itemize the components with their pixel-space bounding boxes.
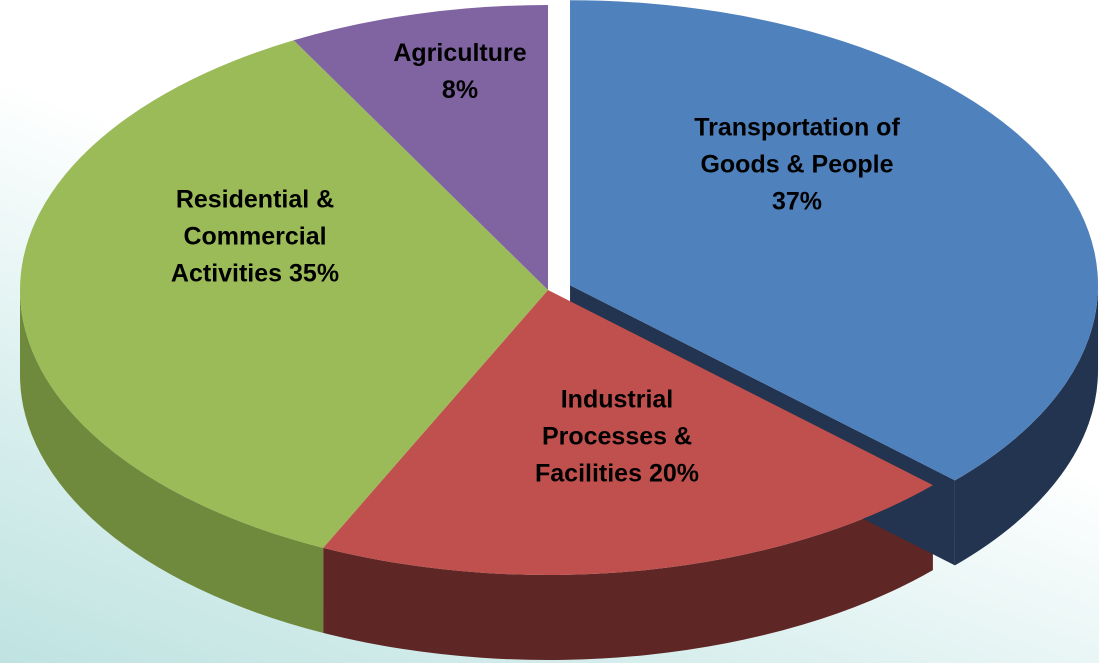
category-label: Agriculture [393, 39, 527, 67]
pie-slice [323, 290, 933, 575]
pie-slice [570, 0, 1099, 481]
value-label: 37% [771, 187, 823, 216]
slice-label: Agriculture 8% [360, 35, 560, 109]
value-label: 20% [648, 459, 699, 488]
value-label: 8% [441, 76, 479, 104]
pie-side [323, 485, 933, 661]
category-label: Residential & Commercial Activities [170, 185, 335, 288]
pie-side [20, 290, 324, 633]
pie-slice [19, 40, 548, 548]
category-label: Industrial Processes & Facilities [535, 385, 693, 488]
slice-label: Residential & Commercial Activities 35% [143, 182, 368, 293]
pie-slice [293, 5, 548, 290]
slice-label: Industrial Processes & Facilities 20% [510, 382, 725, 493]
category-label: Transportation of Goods & People [694, 113, 900, 179]
pie-side [954, 285, 1099, 566]
value-label: 35% [289, 259, 340, 288]
slice-label: Transportation of Goods & People 37% [690, 110, 905, 221]
